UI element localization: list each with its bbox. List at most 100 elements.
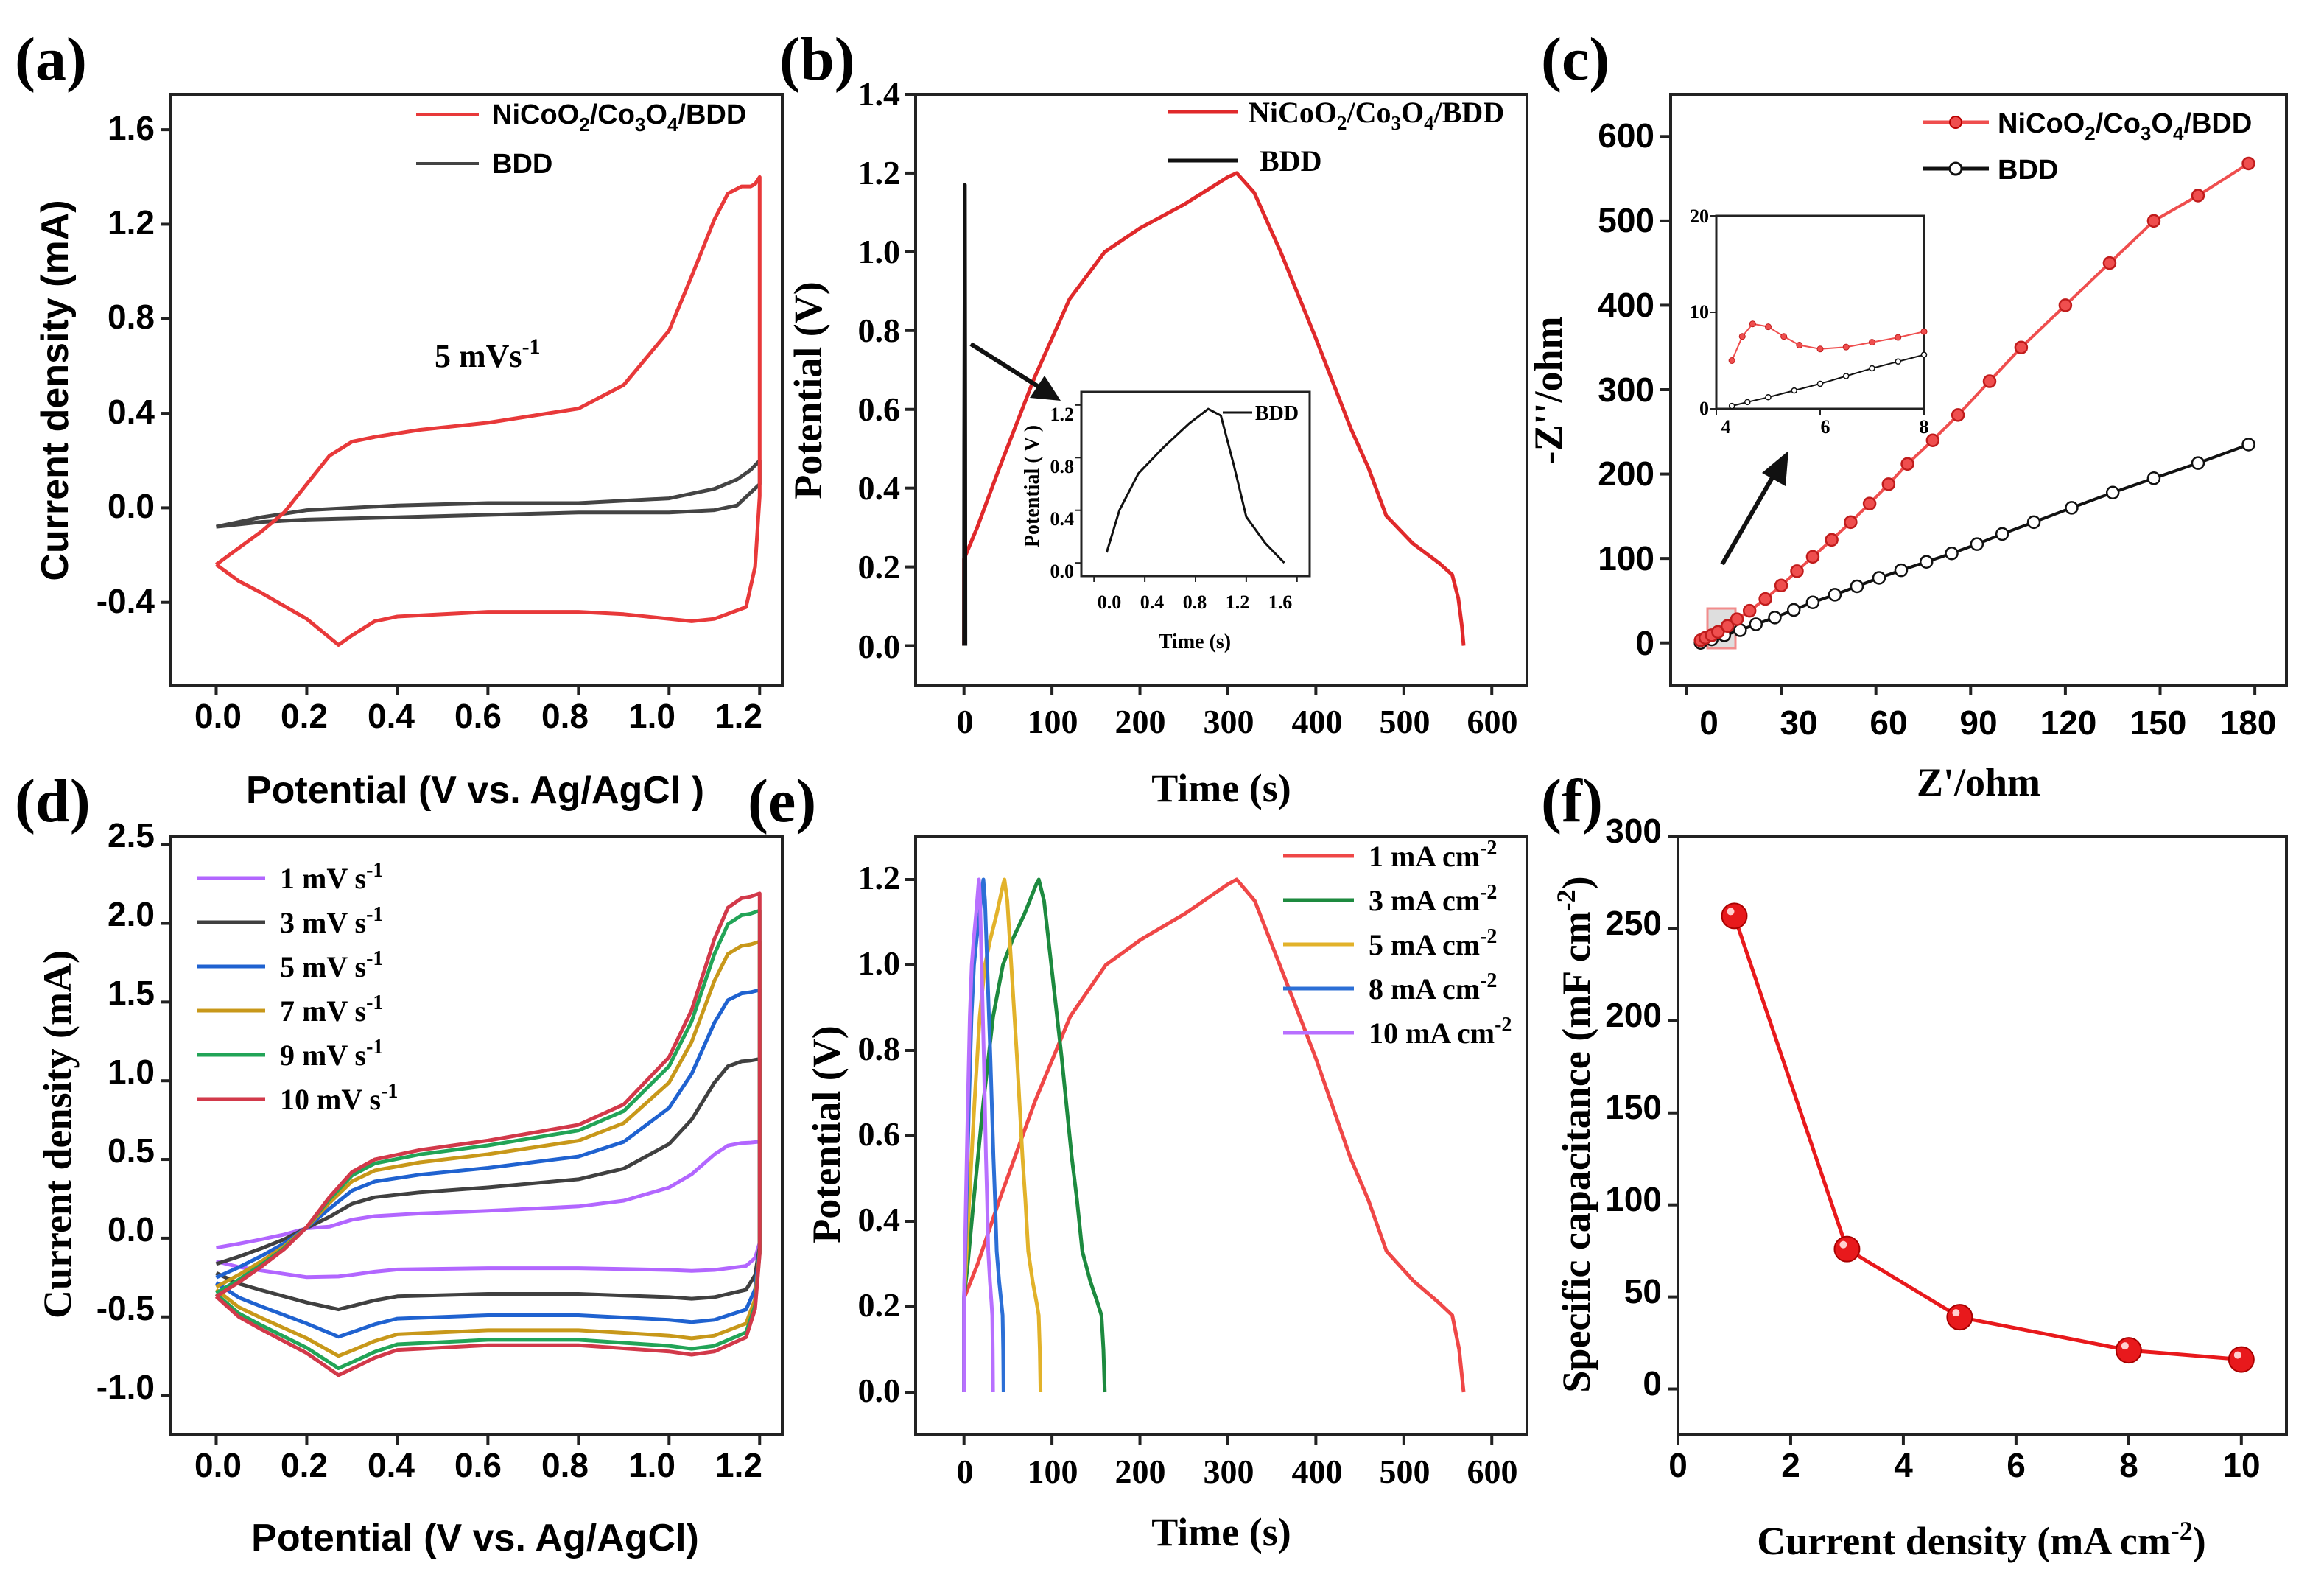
xtick-e-5: 500 [1380,1453,1430,1490]
inset-xtick-b-2: 0.8 [1183,592,1207,613]
point-f-highlight-1 [1839,1240,1847,1249]
point-c-1-4 [1749,617,1763,631]
point-c-1-6 [1786,603,1801,617]
xlabel-a: Potential (V vs. Ag/AgCl ) [246,769,704,812]
inset-xtick-b-0: 0.0 [1098,592,1122,613]
xtick-a-0: 0.0 [194,697,242,735]
inset-point-c-red-5 [1796,342,1803,349]
point-c-1-10 [1872,571,1886,585]
xtick-e-0: 0 [957,1453,974,1490]
plot-frame-f [1677,835,2288,1436]
legend-c-marker-0 [1949,116,1962,129]
xtick-a-2: 0.4 [368,697,415,735]
panel-b: (b) 0 100 200 300 400 500 600 0.0 0.2 0.… [779,25,1528,810]
ytick-e-5: 1.0 [858,944,901,982]
ytick-d-0: -1.0 [96,1368,155,1406]
point-f-highlight-3 [2121,1342,2129,1350]
curve-e-1 [962,877,1107,1393]
inset-point-c-black-8 [1920,351,1928,358]
point-c-0-17 [1951,408,1965,422]
ytick-f-4: 200 [1605,996,1662,1034]
xtick-c-6: 180 [2220,703,2277,742]
legend-d-label-5: 10 mV s-1 [280,1080,398,1116]
point-c-1-21 [2241,438,2255,452]
curve-d-3 [214,939,762,1358]
ytick-b-4: 0.8 [858,312,901,349]
xtick-b-6: 600 [1467,703,1518,740]
axis-ticks-d [161,843,762,1445]
inset-arrow-b [969,342,1046,393]
legend-c-label-1: BDD [1998,155,2058,186]
point-f-3 [2115,1337,2142,1364]
point-f-1 [1833,1235,1861,1263]
xlabel-c: Z'/ohm [1917,760,2040,804]
inset-point-c-black-5 [1843,373,1850,379]
point-c-0-7 [1758,592,1772,606]
inset-ytick-b-0: 0.0 [1050,561,1075,582]
xtick-f-3: 6 [2007,1446,2026,1484]
ytick-e-2: 0.4 [858,1201,901,1238]
ytick-c-1: 100 [1598,539,1654,578]
ytick-a-0: -0.4 [96,582,155,620]
inset-frame-c [1715,214,1925,410]
xtick-a-6: 1.2 [715,697,762,735]
xtick-c-1: 30 [1780,703,1817,742]
xtick-c-4: 120 [2040,703,2097,742]
xtick-a-3: 0.6 [454,697,502,735]
xtick-d-1: 0.2 [281,1446,328,1484]
ytick-f-6: 300 [1605,812,1662,850]
point-c-0-15 [1900,457,1914,471]
point-f-highlight-2 [1952,1309,1960,1317]
xtick-f-1: 2 [1781,1446,1800,1484]
inset-legend-label-b: BDD [1255,402,1299,425]
inset-ytick-c-1: 10 [1690,301,1709,323]
point-f-2 [1946,1304,1973,1331]
legend-e-label-4: 10 mA cm-2 [1369,1014,1512,1050]
inset-xtick-b-1: 0.4 [1140,592,1165,613]
axis-ticks-f [1668,835,2243,1445]
legend-c-label-0: NiCoO2/Co3O4/BDD [1998,108,2252,144]
inset-point-c-black-2 [1765,394,1772,401]
xtick-d-3: 0.6 [454,1446,502,1484]
xtick-f-4: 8 [2119,1446,2138,1484]
inset-b [1075,404,1298,582]
inset-xtick-c-1: 6 [1821,416,1830,438]
curve-d-5 [214,891,762,1377]
ytick-a-1: 0.0 [108,487,155,525]
inset-point-c-red-7 [1842,343,1850,351]
inset-xtick-c-2: 8 [1920,416,1929,438]
xtick-b-5: 500 [1380,703,1430,740]
point-c-0-21 [2102,256,2117,270]
ytick-d-6: 2.0 [108,895,155,933]
xtick-d-6: 1.2 [715,1446,762,1484]
ytick-d-7: 2.5 [108,816,155,854]
xtick-d-2: 0.4 [368,1446,415,1484]
point-c-0-9 [1790,564,1804,578]
point-c-0-13 [1862,496,1877,510]
ytick-a-5: 1.6 [108,109,155,147]
inset-xtick-c-0: 4 [1721,416,1731,438]
ytick-d-4: 1.0 [108,1053,155,1091]
legend-d-label-0: 1 mV s-1 [280,859,383,895]
xtick-a-1: 0.2 [281,697,328,735]
point-f-highlight-4 [2233,1351,2241,1359]
ytick-e-0: 0.0 [858,1372,901,1409]
ytick-b-1: 0.2 [858,548,901,586]
xtick-a-5: 1.0 [628,697,675,735]
point-c-0-12 [1844,515,1858,530]
point-c-1-11 [1894,563,1909,578]
ytick-b-2: 0.4 [858,469,901,507]
xtick-d-5: 1.0 [628,1446,675,1484]
curves-e [962,877,1466,1393]
panel-label-a: (a) [15,25,87,94]
point-c-0-22 [2146,214,2161,228]
axis-ticks-a [161,128,762,695]
ytick-e-1: 0.2 [858,1286,901,1324]
ytick-d-1: -0.5 [96,1289,155,1327]
ylabel-b: Potential (V) [786,281,830,499]
ytick-a-3: 0.8 [108,298,155,336]
inset-ylabel-b: Potential ( V ) [1021,425,1044,547]
point-c-1-17 [2065,501,2079,515]
legend-b-label-0: NiCoO2/Co3O4/BDD [1249,96,1504,134]
axis-ticks-c [1660,135,2257,695]
